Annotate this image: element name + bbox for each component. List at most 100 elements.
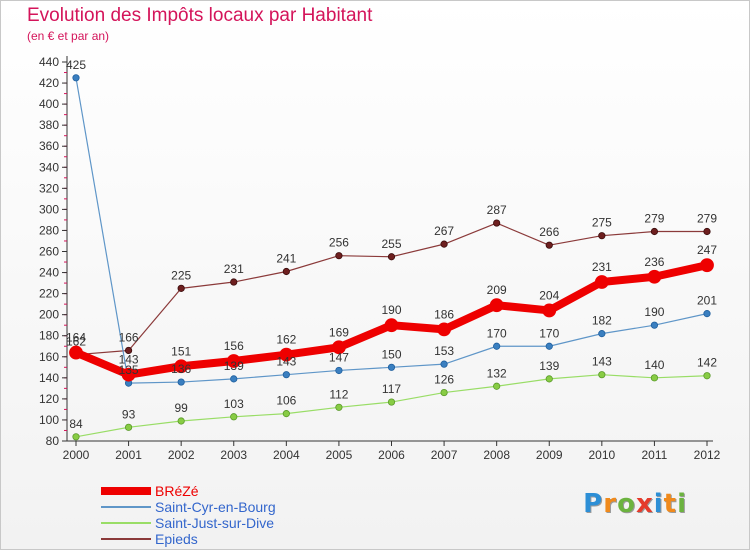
y-tick-label: 420 xyxy=(39,76,59,90)
y-tick-label: 300 xyxy=(39,202,59,216)
data-label-saint-cyr-en-bourg: 143 xyxy=(276,355,296,369)
data-label-epieds: 275 xyxy=(592,216,612,230)
legend-label-saint-just-sur-dive: Saint-Just-sur-Dive xyxy=(155,515,275,531)
data-label-breze: 231 xyxy=(592,260,612,274)
data-label-epieds: 255 xyxy=(381,237,401,251)
logo-letter: r xyxy=(603,489,618,519)
data-label-epieds: 241 xyxy=(276,252,296,266)
data-label-saint-cyr-en-bourg: 425 xyxy=(66,58,86,72)
data-point-saint-cyr-en-bourg xyxy=(440,360,448,368)
data-label-breze: 156 xyxy=(224,339,244,353)
y-tick-label: 100 xyxy=(39,413,59,427)
data-label-saint-just-sur-dive: 126 xyxy=(434,373,454,387)
data-point-saint-just-sur-dive xyxy=(598,371,606,379)
x-tick-label: 2009 xyxy=(536,448,563,462)
y-tick-label: 320 xyxy=(39,181,59,195)
data-point-saint-just-sur-dive xyxy=(493,382,501,390)
data-label-saint-cyr-en-bourg: 153 xyxy=(434,344,454,358)
data-label-breze: 164 xyxy=(66,331,86,345)
legend-item-saint-cyr-en-bourg[interactable]: Saint-Cyr-en-Bourg xyxy=(101,499,361,515)
data-label-saint-just-sur-dive: 112 xyxy=(329,387,348,401)
logo-letter: i xyxy=(653,489,664,519)
x-tick-label: 2006 xyxy=(378,448,405,462)
data-point-breze xyxy=(121,367,136,382)
logo-letter: x xyxy=(635,489,654,519)
data-point-saint-cyr-en-bourg xyxy=(387,363,396,371)
data-point-saint-just-sur-dive xyxy=(230,413,238,421)
y-tick-label: 280 xyxy=(39,223,59,237)
data-label-saint-cyr-en-bourg: 135 xyxy=(119,363,139,377)
data-label-saint-just-sur-dive: 84 xyxy=(69,417,83,431)
data-label-saint-cyr-en-bourg: 170 xyxy=(487,326,507,340)
data-point-saint-just-sur-dive xyxy=(335,403,343,411)
y-tick-label: 140 xyxy=(39,371,59,385)
data-point-epieds xyxy=(282,267,290,276)
x-tick-label: 2000 xyxy=(63,448,90,462)
data-label-saint-just-sur-dive: 99 xyxy=(174,401,188,415)
data-point-epieds xyxy=(493,219,501,227)
data-point-breze xyxy=(647,269,662,284)
data-point-epieds xyxy=(230,278,238,286)
data-label-breze: 190 xyxy=(381,303,401,317)
data-label-epieds: 287 xyxy=(487,203,507,217)
data-point-saint-just-sur-dive xyxy=(650,374,659,382)
y-tick-label: 440 xyxy=(39,55,59,69)
y-tick-label: 260 xyxy=(39,245,59,259)
data-label-epieds: 162 xyxy=(66,335,86,349)
data-point-saint-cyr-en-bourg xyxy=(493,342,501,350)
data-point-saint-cyr-en-bourg xyxy=(598,330,606,338)
data-label-saint-cyr-en-bourg: 190 xyxy=(644,305,664,319)
data-label-breze: 169 xyxy=(329,325,349,339)
data-point-epieds xyxy=(387,253,396,261)
legend-item-epieds[interactable]: Epieds xyxy=(101,531,361,547)
data-label-saint-cyr-en-bourg: 170 xyxy=(539,326,559,340)
x-tick-label: 2001 xyxy=(115,448,142,462)
y-tick-label: 120 xyxy=(39,392,59,406)
data-point-breze xyxy=(437,322,451,337)
data-point-saint-just-sur-dive xyxy=(387,398,396,406)
logo-letter: o xyxy=(617,489,636,519)
data-label-saint-cyr-en-bourg: 150 xyxy=(381,347,401,361)
x-tick-label: 2003 xyxy=(220,448,247,462)
data-label-saint-just-sur-dive: 103 xyxy=(224,397,244,411)
data-label-saint-cyr-en-bourg: 139 xyxy=(224,359,244,373)
x-tick-label: 2005 xyxy=(326,448,353,462)
chart-axes: 80 100 120 140 160 180 200 220 240 260 280 300 320 34… xyxy=(39,55,721,462)
x-tick-label: 2008 xyxy=(483,448,510,462)
x-tick-label: 2010 xyxy=(588,448,615,462)
legend-item-breze[interactable]: BRéZé xyxy=(101,483,361,499)
data-point-saint-cyr-en-bourg xyxy=(177,378,185,386)
data-label-breze: 247 xyxy=(697,243,717,257)
data-label-epieds: 266 xyxy=(539,225,559,239)
y-tick-label: 200 xyxy=(39,308,59,322)
data-point-saint-just-sur-dive xyxy=(545,375,553,383)
data-point-epieds xyxy=(440,240,448,248)
data-label-saint-cyr-en-bourg: 201 xyxy=(697,294,717,308)
y-tick-label: 180 xyxy=(39,329,59,343)
chart-subtitle: (en € et par an) xyxy=(27,29,110,43)
data-point-epieds xyxy=(545,241,553,249)
data-point-saint-cyr-en-bourg xyxy=(72,74,80,82)
x-tick-label: 2004 xyxy=(273,448,300,462)
y-tick-label: 80 xyxy=(46,434,60,448)
data-point-epieds xyxy=(598,232,606,240)
data-point-epieds xyxy=(703,227,711,236)
x-tick-label: 2007 xyxy=(431,448,458,462)
data-label-saint-cyr-en-bourg: 182 xyxy=(592,314,612,328)
legend-swatch-epieds xyxy=(101,538,151,540)
data-point-breze xyxy=(174,359,189,374)
y-tick-label: 340 xyxy=(39,160,59,174)
data-label-saint-just-sur-dive: 140 xyxy=(644,358,664,372)
logo-letter: P xyxy=(583,489,604,519)
logo-letter: i xyxy=(677,489,687,519)
data-point-saint-just-sur-dive xyxy=(282,410,290,418)
data-point-saint-just-sur-dive xyxy=(177,417,185,425)
legend-item-saint-just-sur-dive[interactable]: Saint-Just-sur-Dive xyxy=(101,515,361,531)
data-point-saint-cyr-en-bourg xyxy=(282,371,290,379)
data-point-breze xyxy=(279,347,294,362)
data-label-epieds: 256 xyxy=(329,236,349,250)
y-tick-label: 160 xyxy=(39,350,59,364)
data-point-saint-just-sur-dive xyxy=(72,433,80,441)
data-label-epieds: 279 xyxy=(697,211,717,225)
